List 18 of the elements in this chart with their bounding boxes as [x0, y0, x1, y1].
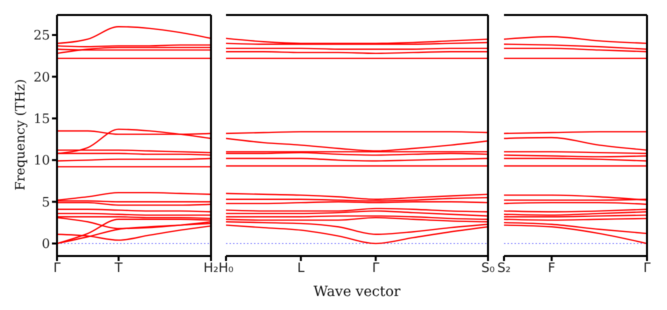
x-tick-label: L — [297, 261, 306, 276]
y-tick-label: 15 — [33, 112, 50, 128]
y-tick-label: 10 — [33, 154, 50, 169]
x-tick-label: F — [548, 261, 556, 276]
y-tick-label: 20 — [33, 70, 50, 86]
y-tick-label: 0 — [42, 237, 50, 252]
y-axis-title: Frequency (THz) — [14, 79, 29, 190]
y-tick-label: 5 — [42, 195, 50, 210]
x-tick-label: H₂ — [204, 261, 218, 276]
x-axis-title: Wave vector — [314, 284, 401, 300]
x-tick-label: Γ — [643, 261, 652, 276]
x-tick-label: Γ — [372, 261, 380, 276]
y-tick-label: 25 — [33, 28, 50, 44]
x-tick-label: S₀ — [481, 261, 495, 276]
x-tick-label: S₂ — [497, 261, 511, 276]
x-tick-label: H₀ — [218, 261, 234, 276]
x-tick-label: T — [114, 261, 123, 276]
x-tick-label: Γ — [53, 261, 62, 276]
